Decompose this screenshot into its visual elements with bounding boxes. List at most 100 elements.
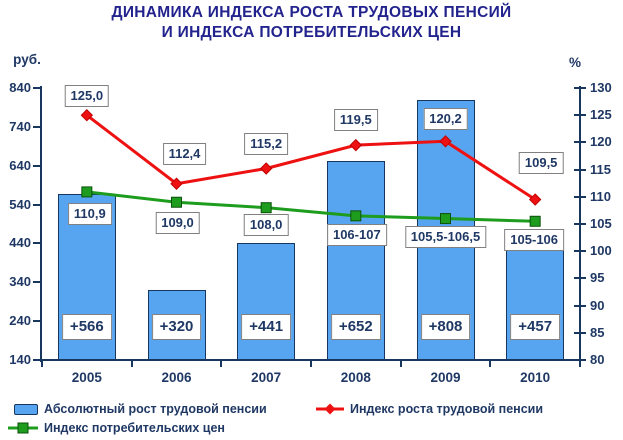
right-axis-tick xyxy=(574,250,586,253)
x-category-label: 2006 xyxy=(161,370,192,385)
bar-value-label: +441 xyxy=(241,314,292,340)
left-axis-tick-label: 740 xyxy=(9,118,31,134)
left-axis-tick-label: 340 xyxy=(9,274,31,290)
legend-item-bar-series: Абсолютный рост трудовой пенсии xyxy=(14,401,267,417)
legend-item-green-line-series: Индекс потребительских цен xyxy=(8,420,225,436)
square-marker xyxy=(171,196,182,208)
bar-value-label: +808 xyxy=(420,314,471,340)
left-axis-tick-label: 640 xyxy=(9,157,31,173)
right-axis-tick-label: 85 xyxy=(590,324,605,340)
legend-label-red-line-series: Индекс роста трудовой пенсии xyxy=(350,402,544,416)
diamond-marker xyxy=(349,138,363,152)
bar-value-label: +457 xyxy=(510,314,561,340)
left-axis-tick xyxy=(33,203,40,206)
x-category-label: 2005 xyxy=(71,370,102,385)
right-axis-tick xyxy=(574,168,586,171)
left-axis-tick xyxy=(33,125,40,128)
right-axis-tick xyxy=(574,87,586,89)
right-axis-tick-label: 125 xyxy=(590,107,612,123)
red-line-value-label: 112,4 xyxy=(162,142,207,165)
right-axis-tick xyxy=(574,114,586,117)
red-line-value-label: 109,5 xyxy=(518,151,564,174)
x-category-label: 2009 xyxy=(430,370,461,385)
green-line-value-label: 105,5-106,5 xyxy=(404,225,487,248)
green-line-value-label: 106-107 xyxy=(326,223,387,246)
right-axis-tick-label: 105 xyxy=(590,216,612,231)
square-line-series xyxy=(86,190,536,223)
square-marker xyxy=(350,210,362,222)
x-axis-tick xyxy=(41,361,43,367)
right-axis-tick-label: 80 xyxy=(590,352,605,367)
chart-title-line2: И ИНДЕКСА ПОТРЕБИТЕЛЬСКИХ ЦЕН xyxy=(161,24,462,41)
line-series-overlay xyxy=(80,108,542,227)
x-category-label: 2010 xyxy=(520,370,551,385)
x-axis-tick xyxy=(130,361,133,367)
x-axis-tick xyxy=(489,361,492,367)
left-axis-unit: руб. xyxy=(13,52,41,67)
bar-value-label: +652 xyxy=(330,314,381,340)
chart-title-line1: ДИНАМИКА ИНДЕКСА РОСТА ТРУДОВЫХ ПЕНСИЙ xyxy=(111,4,512,21)
green-line-value-label: 108,0 xyxy=(243,213,289,236)
left-axis-tick-label: 240 xyxy=(9,313,31,329)
red-line-value-label: 115,2 xyxy=(244,132,289,155)
red-line-value-label: 120,2 xyxy=(423,108,468,131)
diamond-marker xyxy=(439,135,452,148)
right-axis-tick xyxy=(574,277,586,280)
right-axis-tick-label: 120 xyxy=(590,134,612,150)
square-marker xyxy=(81,186,93,198)
x-axis-line xyxy=(40,359,581,361)
legend-label-bar-series: Абсолютный рост трудовой пенсии xyxy=(44,402,267,416)
diamond-marker xyxy=(80,108,94,122)
legend-label-green-line-series: Индекс потребительских цен xyxy=(44,421,225,435)
bar-series-swatch-icon xyxy=(14,403,38,415)
right-axis-tick-label: 130 xyxy=(590,80,612,95)
right-axis-tick-label: 115 xyxy=(590,161,611,177)
diamond-line-series xyxy=(85,114,536,201)
square-marker xyxy=(440,213,451,225)
legend-item-red-line-series: Индекс роста трудовой пенсии xyxy=(316,401,543,417)
right-axis-tick xyxy=(574,359,586,361)
diamond-marker xyxy=(528,193,542,206)
left-axis-tick xyxy=(33,164,40,167)
x-axis-tick xyxy=(579,361,581,367)
left-axis-tick xyxy=(33,87,40,89)
right-axis-tick-label: 90 xyxy=(590,297,605,313)
left-axis-tick xyxy=(33,320,40,323)
right-axis-tick xyxy=(574,304,586,307)
diamond-marker xyxy=(170,177,183,190)
right-axis-unit: % xyxy=(568,55,581,70)
bar-2007 xyxy=(237,243,296,360)
left-axis-tick-label: 840 xyxy=(9,80,31,95)
bar-value-label: +320 xyxy=(151,314,202,340)
bar-value-label: +566 xyxy=(61,314,112,340)
diamond-marker xyxy=(259,162,273,175)
x-axis-tick xyxy=(310,361,312,367)
green-line-value-label: 109,0 xyxy=(155,212,200,235)
red-line-diamond-icon xyxy=(316,403,344,415)
right-axis-tick xyxy=(574,195,586,198)
x-category-label: 2008 xyxy=(340,370,371,385)
square-marker xyxy=(260,202,272,214)
left-axis-tick-label: 540 xyxy=(9,196,31,212)
x-axis-tick xyxy=(220,361,223,367)
left-axis-line xyxy=(40,86,42,362)
green-line-square-icon xyxy=(8,422,38,434)
right-axis-tick-label: 100 xyxy=(590,243,612,259)
left-axis-tick xyxy=(33,359,40,361)
x-category-label: 2007 xyxy=(251,370,282,385)
right-axis-tick-label: 95 xyxy=(590,270,605,286)
left-axis-tick-label: 140 xyxy=(9,352,31,367)
green-line-value-label: 110,9 xyxy=(67,202,112,225)
left-axis-tick-label: 440 xyxy=(9,235,31,251)
red-line-value-label: 119,5 xyxy=(333,109,378,132)
left-axis-tick xyxy=(33,242,40,245)
right-axis-tick-label: 110 xyxy=(590,188,611,204)
square-marker xyxy=(529,215,541,227)
right-axis-tick xyxy=(574,141,586,144)
right-axis-tick xyxy=(574,331,586,334)
chart-title: ДИНАМИКА ИНДЕКСА РОСТА ТРУДОВЫХ ПЕНСИЙ И… xyxy=(0,3,623,43)
left-axis-tick xyxy=(33,281,40,284)
red-line-value-label: 125,0 xyxy=(64,85,110,108)
green-line-value-label: 105-106 xyxy=(504,229,565,252)
